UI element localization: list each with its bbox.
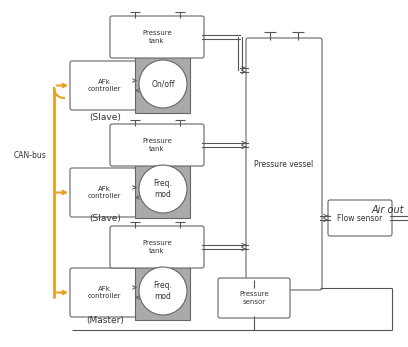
Text: Pressure
tank: Pressure tank <box>142 30 172 44</box>
Text: (Slave): (Slave) <box>89 213 121 222</box>
Text: CAN-bus: CAN-bus <box>14 151 47 160</box>
Text: Flow sensor: Flow sensor <box>337 213 383 222</box>
Circle shape <box>139 165 187 213</box>
FancyBboxPatch shape <box>110 124 204 166</box>
Text: (Slave): (Slave) <box>89 112 121 121</box>
Text: Pressure
sensor: Pressure sensor <box>239 291 269 305</box>
Text: Freq.
mod: Freq. mod <box>153 179 173 199</box>
FancyBboxPatch shape <box>246 38 322 290</box>
Text: Air out: Air out <box>372 205 404 215</box>
FancyBboxPatch shape <box>70 268 139 317</box>
Circle shape <box>139 60 187 108</box>
FancyBboxPatch shape <box>218 278 290 318</box>
Text: On/off: On/off <box>151 79 175 88</box>
Text: AFk
controller: AFk controller <box>88 186 121 199</box>
FancyBboxPatch shape <box>110 16 204 58</box>
Text: Freq.
mod: Freq. mod <box>153 281 173 301</box>
Text: Pressure
tank: Pressure tank <box>142 138 172 152</box>
FancyBboxPatch shape <box>328 200 392 236</box>
FancyBboxPatch shape <box>110 226 204 268</box>
FancyBboxPatch shape <box>70 61 139 110</box>
Text: (Master): (Master) <box>86 315 124 324</box>
Text: Pressure
tank: Pressure tank <box>142 240 172 254</box>
Bar <box>135 53 190 113</box>
Text: AFk
controller: AFk controller <box>88 79 121 92</box>
FancyBboxPatch shape <box>70 168 139 217</box>
Text: Pressure vessel: Pressure vessel <box>254 160 314 169</box>
Text: AFk
controller: AFk controller <box>88 286 121 299</box>
Bar <box>135 158 190 218</box>
Bar <box>135 260 190 320</box>
Circle shape <box>139 267 187 315</box>
